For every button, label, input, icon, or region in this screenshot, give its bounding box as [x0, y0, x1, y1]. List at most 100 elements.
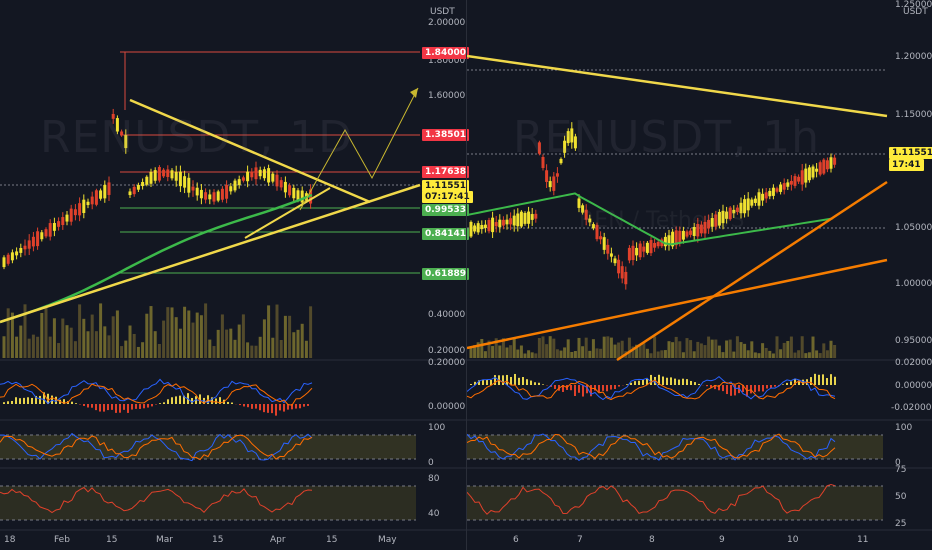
candle	[509, 218, 513, 225]
volume-bar	[721, 352, 725, 358]
trendline-resistance	[467, 54, 888, 118]
volume-bar	[473, 345, 477, 358]
candle	[296, 190, 300, 201]
volume-bar	[609, 337, 613, 358]
volume-bar	[782, 342, 786, 358]
volume-bar	[52, 318, 56, 358]
candle	[52, 223, 56, 231]
macd-bar	[23, 397, 25, 404]
candle	[779, 184, 783, 192]
candle	[559, 158, 563, 164]
macd-bar	[666, 377, 668, 385]
volume-bar	[145, 313, 149, 358]
volume-bar	[545, 344, 549, 358]
projection-arrow	[410, 88, 418, 98]
macd-bar	[251, 404, 253, 409]
macd-bar	[39, 395, 41, 404]
candle	[685, 231, 689, 237]
candle	[157, 167, 161, 181]
macd-bar	[490, 379, 492, 385]
volume-bar	[15, 336, 19, 358]
candle	[61, 217, 65, 226]
volume-bar	[250, 345, 254, 358]
volume-bar	[124, 340, 128, 358]
candle	[768, 190, 772, 197]
candle	[220, 188, 224, 200]
macd-bar	[830, 374, 832, 385]
macd-bar	[754, 385, 756, 393]
macd-bar	[163, 402, 165, 404]
candle	[103, 184, 107, 199]
volume-bar	[685, 338, 689, 358]
volume-bar	[483, 351, 487, 358]
volume-bar	[36, 336, 40, 358]
volume-bar	[588, 350, 592, 358]
candle	[187, 177, 191, 193]
candle	[494, 222, 498, 227]
volume-bar	[262, 319, 266, 358]
left-chart-pane[interactable]: RENUSDT, 1D USDT 2.00000 1.80000 1.60000…	[0, 0, 473, 550]
macd-bar	[790, 381, 792, 385]
left-chart-canvas[interactable]	[0, 0, 466, 550]
volume-bar	[537, 338, 541, 358]
candle	[818, 162, 822, 175]
ema-line	[467, 192, 834, 246]
volume-bar	[195, 312, 199, 358]
macd-bar	[115, 404, 117, 413]
macd-bar	[818, 374, 820, 385]
candle	[721, 210, 725, 224]
macd-bar	[167, 399, 169, 404]
candle	[811, 166, 815, 178]
candle	[31, 236, 35, 247]
price-tag-support-1: 0.99533	[422, 204, 469, 216]
volume-bar	[833, 344, 837, 358]
candle	[563, 140, 567, 153]
candle	[254, 167, 258, 180]
macd-bar	[111, 404, 113, 410]
macd-bar	[502, 375, 504, 385]
volume-bar	[757, 353, 761, 358]
candle	[94, 190, 98, 205]
volume-bar	[573, 351, 577, 358]
macd-bar	[618, 385, 620, 387]
macd-bar	[179, 395, 181, 404]
volume-bar	[509, 345, 513, 358]
macd-bar	[518, 377, 520, 385]
macd-bar	[75, 403, 77, 404]
candle	[483, 224, 487, 228]
volume-bar	[707, 336, 711, 358]
volume-bar	[764, 347, 768, 358]
macd-bar	[630, 382, 632, 385]
macd-bar	[259, 404, 261, 411]
right-chart-canvas[interactable]	[467, 0, 932, 550]
volume-bar	[800, 336, 804, 358]
right-chart-pane[interactable]: RENUSDT, 1h REN / TetherUS USDT 1.25000 …	[466, 0, 932, 550]
candle	[208, 194, 212, 200]
candle	[825, 160, 829, 170]
x-label: Feb	[54, 535, 70, 545]
candle	[681, 230, 685, 240]
candle	[498, 219, 502, 228]
macd-bar	[291, 404, 293, 410]
stoch-tick: 100	[895, 423, 913, 433]
macd-bar	[263, 404, 265, 413]
macd-bar	[562, 385, 564, 392]
macd-bar	[199, 394, 201, 404]
candle	[262, 169, 266, 179]
candle	[653, 242, 657, 248]
volume-bar	[44, 306, 48, 358]
volume-bar	[660, 350, 664, 358]
macd-bar	[834, 376, 836, 385]
candle	[6, 254, 10, 264]
macd-bar	[47, 393, 49, 404]
macd-bar	[694, 382, 696, 385]
candle	[283, 181, 287, 193]
y-tick: 1.00000	[895, 279, 932, 289]
macd-bar	[159, 403, 161, 404]
candle	[537, 142, 541, 154]
volume-bar	[552, 338, 556, 358]
volume-bar	[635, 344, 639, 358]
candle	[476, 223, 480, 233]
stoch-tick: 0	[428, 458, 434, 468]
macd-bar	[534, 382, 536, 385]
